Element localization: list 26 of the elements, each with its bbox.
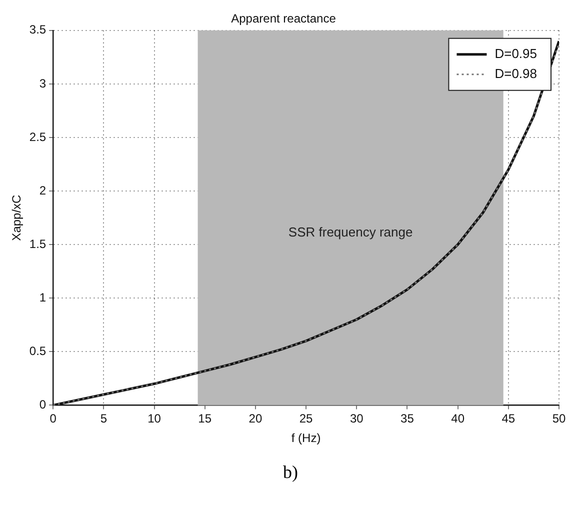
x-tick-label: 35 xyxy=(400,412,414,426)
x-tick-label: 10 xyxy=(148,412,162,426)
y-tick-label: 0 xyxy=(39,398,46,412)
y-tick-label: 0.5 xyxy=(29,344,46,358)
legend-label: D=0.98 xyxy=(494,66,538,81)
x-tick-label: 25 xyxy=(299,412,314,426)
y-tick-label: 3.5 xyxy=(29,22,46,37)
x-tick-label: 5 xyxy=(100,412,108,426)
chart-title: Apparent reactance xyxy=(231,12,336,26)
x-tick-label: 40 xyxy=(451,412,465,426)
x-tick-label: 50 xyxy=(552,412,566,426)
y-tick-label: 1 xyxy=(39,290,46,304)
x-tick-label: 20 xyxy=(248,412,262,426)
x-tick-label: 30 xyxy=(350,412,364,426)
y-tick-label: 2 xyxy=(39,183,46,198)
legend-label: D=0.95 xyxy=(494,46,538,61)
y-axis-title: Xapp/xC xyxy=(10,194,24,241)
x-axis-title: f (Hz) xyxy=(291,431,321,446)
y-tick-label: 3 xyxy=(39,76,46,90)
x-tick-label: 0 xyxy=(50,412,57,426)
y-tick-label: 1.5 xyxy=(29,236,46,251)
y-tick-label: 2.5 xyxy=(29,130,46,144)
band-label: SSR frequency range xyxy=(288,224,413,240)
x-tick-label: 45 xyxy=(502,412,516,426)
x-tick-label: 15 xyxy=(198,412,212,426)
text: b) xyxy=(282,462,299,483)
